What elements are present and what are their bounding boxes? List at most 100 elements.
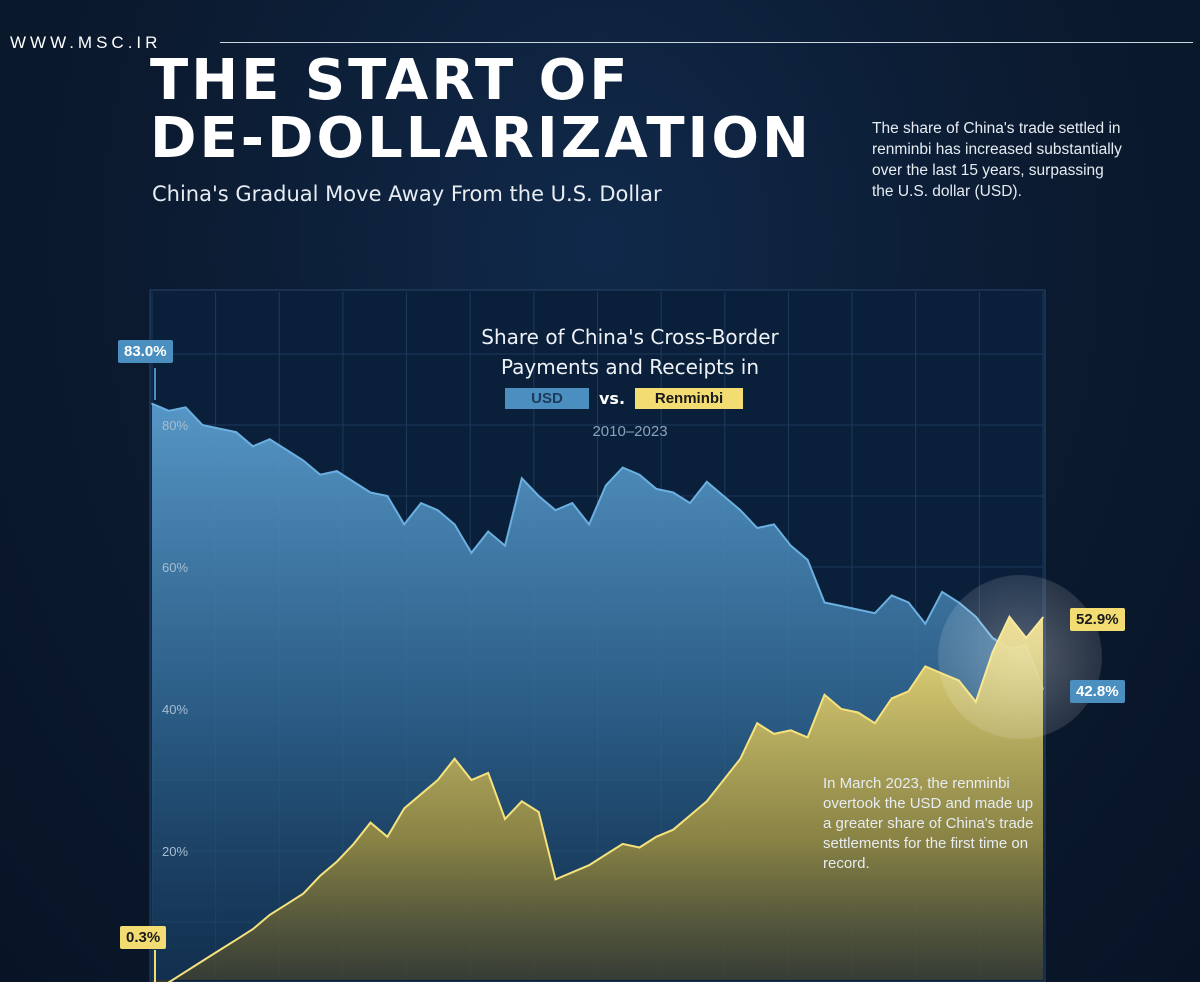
usd-point-12: [352, 481, 355, 483]
usd-point-41: [840, 605, 843, 607]
renminbi-point-10: [319, 875, 321, 877]
usd-point-42: [857, 608, 859, 611]
intro-text: The share of China's trade settled in re…: [872, 120, 1122, 200]
usd-point-22: [521, 477, 523, 480]
renminbi-point-23: [537, 811, 540, 813]
usd-point-17: [437, 509, 439, 512]
usd-point-24: [554, 509, 557, 512]
renminbi-point-42: [857, 711, 859, 714]
usd-point-20: [487, 530, 490, 533]
renminbi-point-25: [571, 871, 574, 874]
usd-point-11: [336, 470, 338, 472]
legend-vs: vs.: [599, 389, 626, 408]
renminbi-point-27: [605, 853, 607, 856]
usd-point-30: [655, 488, 658, 490]
renminbi-point-24: [554, 878, 557, 881]
usd-point-28: [621, 466, 624, 469]
crossover-highlight: [938, 575, 1102, 739]
page-title: THE START OF DE-DOLLARIZATION: [150, 52, 812, 168]
usd-point-6: [252, 445, 254, 448]
renminbi-point-20: [487, 772, 490, 774]
y-tick-label: 60%: [162, 560, 188, 575]
usd-point-34: [722, 495, 725, 497]
renminbi-point-6: [252, 928, 254, 930]
legend-renminbi: Renminbi: [635, 388, 744, 409]
renminbi-point-44: [890, 697, 893, 700]
renminbi-point-31: [672, 828, 674, 831]
usd-point-39: [806, 559, 809, 561]
renminbi-point-41: [840, 708, 843, 710]
renminbi-point-19: [470, 779, 473, 781]
rmb-end-label: 52.9%: [1070, 608, 1125, 631]
legend-usd: USD: [505, 388, 589, 409]
usd-point-0: [151, 402, 153, 405]
usd-point-47: [941, 591, 943, 593]
renminbi-point-39: [806, 736, 809, 739]
renminbi-point-16: [420, 793, 422, 795]
renminbi-point-9: [302, 892, 305, 895]
usd-point-21: [504, 544, 506, 547]
renminbi-point-21: [504, 818, 506, 820]
renminbi-point-30: [655, 836, 658, 838]
rmb-start-label: 0.3%: [120, 926, 167, 949]
usd-point-44: [890, 594, 893, 597]
usd-point-25: [571, 502, 574, 504]
title-line-1: THE START OF: [150, 48, 631, 113]
title-line-2: DE-DOLLARIZATION: [150, 106, 812, 171]
renminbi-point-45: [907, 690, 910, 693]
renminbi-point-3: [201, 960, 204, 962]
renminbi-point-29: [638, 846, 641, 849]
renminbi-point-18: [453, 757, 456, 760]
usd-point-3: [201, 424, 204, 426]
top-rule: [220, 42, 1193, 43]
renminbi-point-32: [689, 814, 691, 817]
site-url: WWW.MSC.IR: [10, 33, 162, 52]
renminbi-point-22: [521, 800, 523, 803]
y-tick-label: 20%: [162, 844, 188, 859]
usd-point-9: [302, 459, 305, 462]
usd-point-36: [756, 527, 758, 529]
renminbi-point-8: [285, 903, 288, 906]
renminbi-line: [167, 614, 1044, 982]
usd-point-38: [790, 544, 792, 547]
chart-title: Share of China's Cross-Border Payments a…: [481, 325, 779, 379]
renminbi-point-4: [218, 949, 220, 952]
y-tick-label: 80%: [162, 418, 188, 433]
usd-point-19: [470, 552, 473, 554]
chart-legend: USD vs. Renminbi: [505, 388, 744, 409]
usd-line: [151, 402, 1044, 690]
usd-point-4: [218, 427, 220, 430]
usd-start-label: 83.0%: [118, 340, 173, 363]
renminbi-point-11: [336, 860, 338, 863]
renminbi-point-2: [184, 970, 187, 973]
usd-point-2: [184, 406, 187, 409]
usd-point-16: [420, 502, 422, 504]
usd-point-33: [706, 481, 708, 483]
usd-point-10: [319, 473, 321, 476]
renminbi-point-17: [437, 779, 439, 781]
renminbi-point-33: [706, 800, 708, 803]
usd-point-26: [588, 523, 590, 526]
usd-point-32: [689, 502, 691, 504]
page-subtitle: China's Gradual Move Away From the U.S. …: [152, 182, 662, 206]
renminbi-point-26: [588, 864, 590, 866]
renminbi-point-28: [621, 843, 624, 845]
usd-point-18: [453, 523, 456, 526]
crossover-annotation: In March 2023, the renminbi overtook the…: [823, 775, 1034, 872]
renminbi-point-37: [773, 733, 775, 735]
usd-point-5: [235, 431, 237, 433]
renminbi-point-12: [352, 843, 355, 845]
usd-point-13: [369, 491, 372, 494]
renminbi-point-7: [268, 914, 271, 916]
renminbi-point-35: [739, 757, 742, 760]
usd-point-46: [924, 623, 927, 625]
y-tick-label: 40%: [162, 702, 188, 717]
usd-point-7: [268, 438, 271, 441]
y-axis-ticks: 80% 60% 40% 20%: [162, 418, 188, 859]
usd-point-35: [739, 509, 742, 512]
usd-point-31: [672, 491, 674, 494]
renminbi-point-5: [235, 939, 237, 941]
usd-point-29: [638, 473, 641, 476]
usd-point-23: [537, 495, 540, 497]
